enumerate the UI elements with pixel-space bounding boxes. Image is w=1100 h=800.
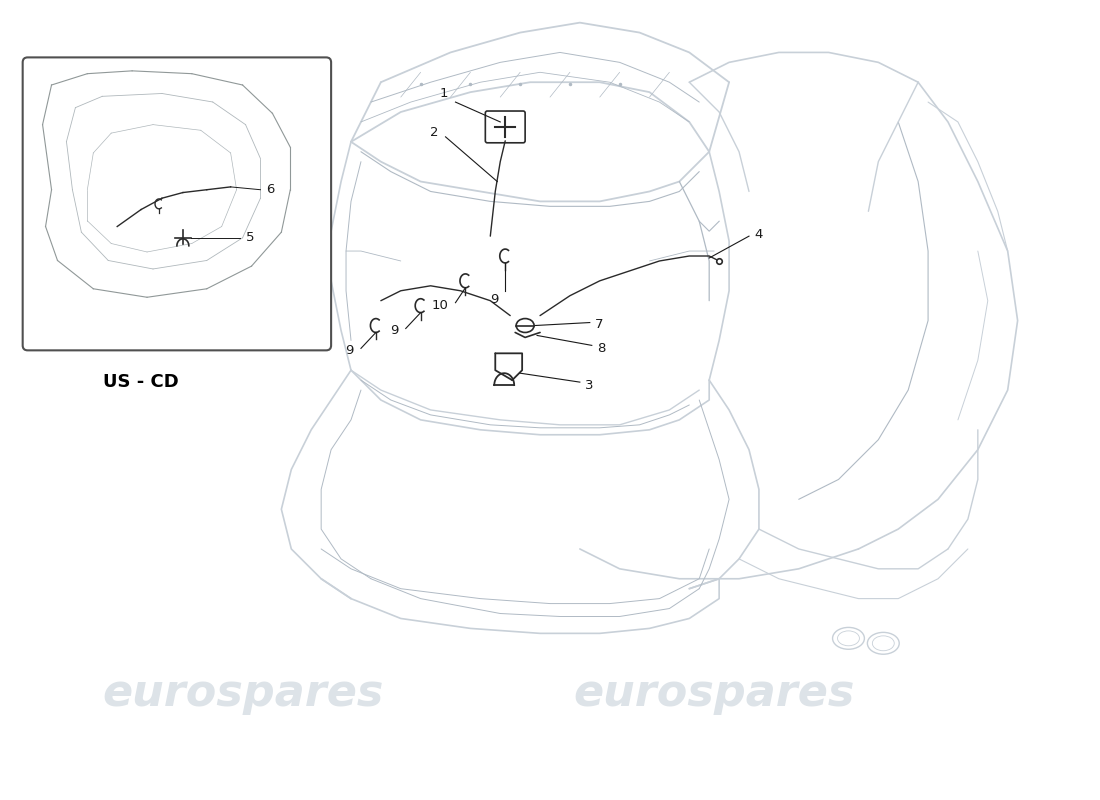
Text: 9: 9 xyxy=(345,344,354,357)
FancyBboxPatch shape xyxy=(23,58,331,350)
Text: 9: 9 xyxy=(490,293,498,306)
Text: 4: 4 xyxy=(754,228,762,241)
Text: 9: 9 xyxy=(390,324,399,337)
Text: US - CD: US - CD xyxy=(103,373,179,391)
Text: 8: 8 xyxy=(597,342,605,355)
Text: 10: 10 xyxy=(431,299,449,312)
Text: 3: 3 xyxy=(585,378,593,392)
Text: 1: 1 xyxy=(440,87,449,100)
Text: 2: 2 xyxy=(430,126,439,139)
Text: 7: 7 xyxy=(595,318,603,331)
Text: eurospares: eurospares xyxy=(573,673,855,715)
Text: 6: 6 xyxy=(266,183,275,196)
Text: 5: 5 xyxy=(245,231,254,244)
Text: eurospares: eurospares xyxy=(103,673,384,715)
